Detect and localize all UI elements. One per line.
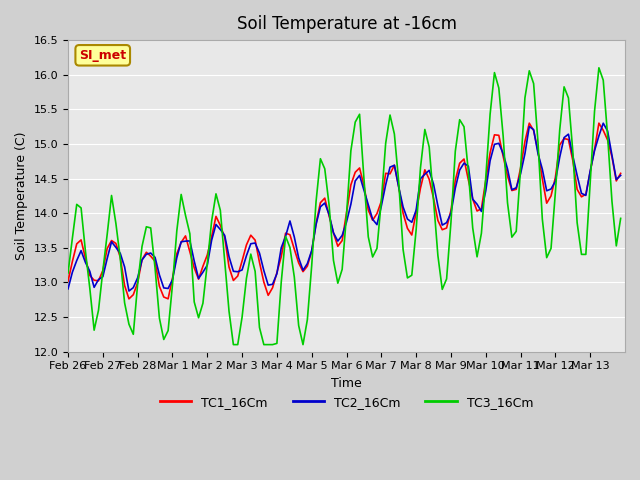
X-axis label: Time: Time (331, 377, 362, 390)
Title: Soil Temperature at -16cm: Soil Temperature at -16cm (237, 15, 456, 33)
Text: SI_met: SI_met (79, 49, 126, 62)
Y-axis label: Soil Temperature (C): Soil Temperature (C) (15, 132, 28, 260)
Legend: TC1_16Cm, TC2_16Cm, TC3_16Cm: TC1_16Cm, TC2_16Cm, TC3_16Cm (155, 391, 538, 414)
